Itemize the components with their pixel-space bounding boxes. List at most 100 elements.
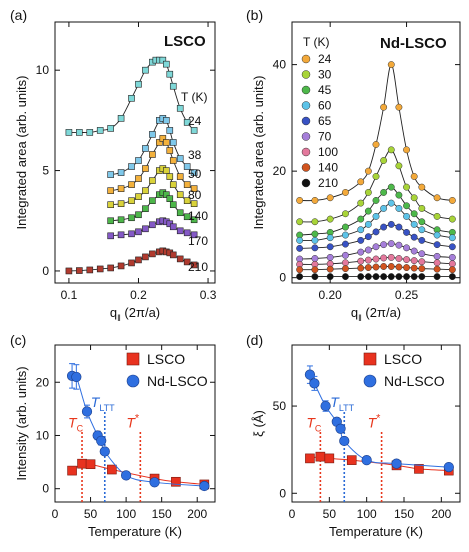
data-point (342, 223, 349, 231)
data-point (433, 252, 441, 260)
y-tick-label: 0 (279, 271, 286, 285)
data-point (433, 259, 441, 267)
data-point (190, 261, 198, 269)
data-point (380, 188, 388, 196)
panel-1: (b) 0.20 0.25 0 20 40 q‖ (2π/a) Integrated area… (246, 7, 461, 323)
data-point (357, 236, 365, 244)
data-point (410, 247, 418, 255)
data-point (142, 253, 149, 261)
data-point (171, 476, 181, 487)
data-point (372, 243, 380, 251)
legend-entry: 50 (188, 167, 202, 181)
legend-marker (301, 116, 311, 126)
data-point (135, 211, 142, 219)
data-point (135, 256, 142, 264)
data-point (296, 236, 304, 244)
panel-2: (c) 0 50 100 150 200 0 10 20 Temperature (K) Inten… (10, 332, 216, 539)
data-point (85, 459, 96, 470)
data-point (448, 260, 456, 268)
data-point (380, 241, 388, 249)
data-point (163, 167, 170, 174)
y-tick-label: 0 (279, 486, 286, 500)
panel-0: (a) 0.1 0.2 0.3 0 5 10 q‖ (2π/a) Integrated area… (10, 7, 217, 323)
legend-marker (301, 147, 311, 157)
series-170K (107, 217, 198, 240)
legend-entry: 45 (318, 83, 332, 97)
x-axis-label: q‖ (2π/a) (351, 305, 401, 323)
data-point (176, 105, 184, 112)
data-point (372, 228, 380, 236)
data-point (357, 264, 365, 272)
plot-frame (54, 344, 216, 503)
legend-entry: 210 (188, 260, 208, 274)
data-point (169, 139, 177, 146)
marker-label-part: * (376, 412, 381, 424)
data-point (387, 146, 395, 154)
data-point (86, 266, 94, 274)
data-point (433, 194, 441, 202)
data-point (163, 60, 170, 68)
data-point (448, 234, 456, 242)
legend-entry: 30 (318, 68, 332, 82)
plot-frame (291, 21, 461, 284)
data-point (357, 178, 365, 186)
data-point (395, 191, 403, 199)
data-point (357, 226, 365, 234)
data-point (176, 173, 184, 180)
data-point (190, 127, 198, 134)
data-point (296, 266, 304, 274)
data-point (163, 117, 170, 124)
data-point (315, 451, 326, 462)
legend-marker (301, 85, 311, 95)
series-LSCO (305, 451, 454, 476)
data-point (387, 199, 395, 207)
data-point (311, 218, 319, 226)
legend-entry: 140 (318, 161, 338, 175)
data-point (326, 234, 334, 242)
y-axis-label: Integrated area (arb. units) (251, 76, 266, 230)
data-point (149, 177, 156, 184)
y-tick-label: 10 (36, 63, 50, 77)
data-point (395, 103, 403, 111)
data-point (410, 273, 418, 281)
data-point (418, 183, 426, 191)
data-point (199, 480, 210, 492)
data-point (96, 435, 107, 446)
data-point (67, 465, 77, 476)
data-point (387, 273, 395, 281)
marker-label-part: C (77, 423, 84, 433)
data-point (387, 220, 395, 228)
data-point (190, 185, 198, 192)
data-point (128, 94, 135, 102)
series-140K (296, 263, 456, 274)
y-tick-label: 5 (42, 164, 49, 178)
data-point (326, 215, 334, 223)
data-point (364, 256, 372, 264)
marker-label-part: LTT (99, 403, 115, 413)
data-point (410, 233, 418, 241)
data-point (183, 229, 191, 237)
data-point (403, 273, 410, 281)
data-point (395, 223, 403, 231)
legend-entry: LSCO (147, 351, 185, 367)
y-tick-label: 0 (42, 264, 49, 278)
data-point (135, 193, 142, 200)
data-point (149, 151, 156, 158)
data-point (418, 236, 426, 244)
x-tick-label: 150 (394, 507, 414, 521)
data-point (418, 265, 426, 273)
panel-label: (b) (246, 7, 263, 23)
data-point (128, 163, 135, 170)
marker-label-part: T (306, 414, 316, 430)
series-65K (296, 220, 456, 252)
data-point (128, 230, 135, 238)
legend-title: T (K) (303, 35, 329, 49)
legend-entry: 170 (188, 234, 208, 248)
legend-entry: 60 (318, 99, 332, 113)
data-point (169, 82, 177, 90)
data-point (443, 462, 454, 473)
x-tick-label: 100 (116, 507, 136, 521)
fit-line (110, 117, 195, 176)
trend-line (71, 373, 205, 487)
data-point (433, 241, 441, 249)
